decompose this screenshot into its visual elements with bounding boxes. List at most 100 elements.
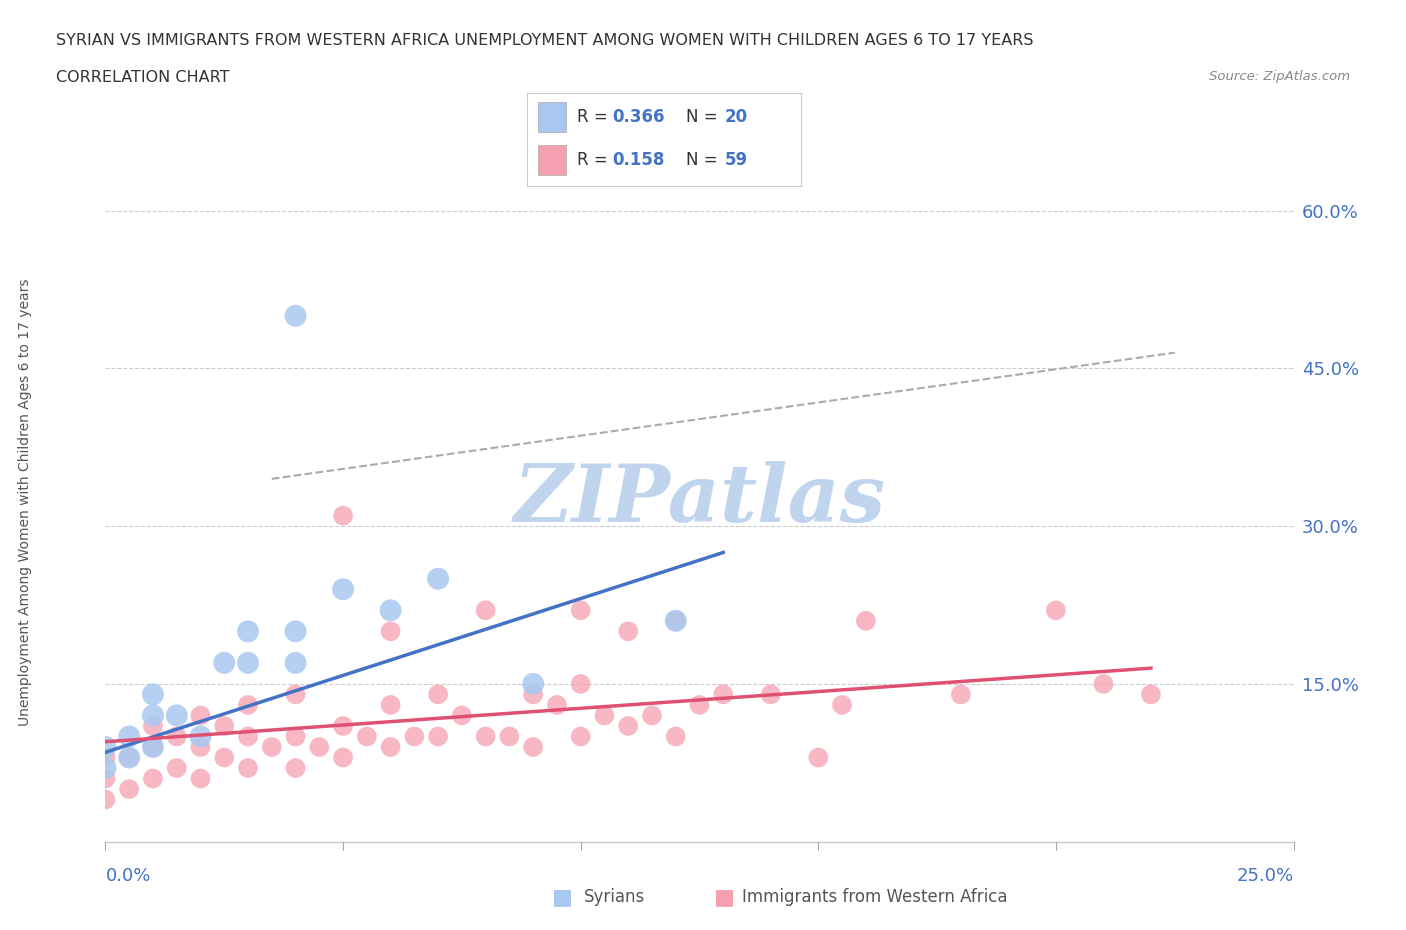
Point <box>831 698 853 712</box>
Text: 20: 20 <box>724 108 748 126</box>
Point <box>569 603 592 618</box>
Point <box>94 792 117 807</box>
Point <box>569 729 592 744</box>
Point <box>142 719 165 734</box>
Point <box>522 739 544 754</box>
Point <box>94 771 117 786</box>
Point <box>284 656 307 671</box>
Text: 0.366: 0.366 <box>612 108 665 126</box>
Text: ■: ■ <box>553 887 572 908</box>
Bar <box>538 102 565 132</box>
Text: Unemployment Among Women with Children Ages 6 to 17 years: Unemployment Among Women with Children A… <box>18 278 32 726</box>
Point <box>236 656 259 671</box>
Point <box>214 656 236 671</box>
Point <box>166 708 188 723</box>
Point <box>1140 687 1163 702</box>
Point <box>236 624 259 639</box>
Point <box>665 614 688 629</box>
Point <box>711 687 734 702</box>
Point <box>380 698 402 712</box>
Point <box>380 624 402 639</box>
Point <box>427 687 450 702</box>
Text: 0.0%: 0.0% <box>105 867 150 885</box>
Point <box>665 614 688 629</box>
Point <box>166 761 188 776</box>
Point <box>308 739 330 754</box>
Text: 0.158: 0.158 <box>612 151 665 169</box>
Point <box>665 729 688 744</box>
Point <box>118 781 141 796</box>
Text: 59: 59 <box>724 151 748 169</box>
Text: R =: R = <box>576 108 613 126</box>
Point <box>118 729 141 744</box>
Point <box>522 687 544 702</box>
Text: 25.0%: 25.0% <box>1236 867 1294 885</box>
Point <box>546 698 568 712</box>
Point <box>427 729 450 744</box>
Point <box>236 761 259 776</box>
Text: SYRIAN VS IMMIGRANTS FROM WESTERN AFRICA UNEMPLOYMENT AMONG WOMEN WITH CHILDREN : SYRIAN VS IMMIGRANTS FROM WESTERN AFRICA… <box>56 33 1033 47</box>
Point <box>807 751 830 765</box>
Point <box>593 708 616 723</box>
Point <box>332 719 354 734</box>
Point <box>190 771 212 786</box>
Point <box>641 708 664 723</box>
Point <box>380 603 402 618</box>
Text: CORRELATION CHART: CORRELATION CHART <box>56 70 229 85</box>
Text: Immigrants from Western Africa: Immigrants from Western Africa <box>742 888 1008 907</box>
Point <box>404 729 426 744</box>
Point <box>949 687 972 702</box>
Bar <box>538 145 565 175</box>
Point <box>522 676 544 691</box>
Point <box>855 614 877 629</box>
Point <box>166 729 188 744</box>
Point <box>142 687 165 702</box>
Point <box>474 729 496 744</box>
Point <box>689 698 711 712</box>
Point <box>214 719 236 734</box>
Text: R =: R = <box>576 151 613 169</box>
Point <box>94 739 117 754</box>
Point <box>142 708 165 723</box>
Text: ■: ■ <box>714 887 734 908</box>
Point <box>94 761 117 776</box>
Point <box>284 761 307 776</box>
Point <box>474 603 496 618</box>
Point <box>356 729 378 744</box>
Point <box>94 751 117 765</box>
Point <box>1092 676 1115 691</box>
Text: N =: N = <box>686 151 723 169</box>
Point <box>118 751 141 765</box>
Text: N =: N = <box>686 108 723 126</box>
Point <box>214 751 236 765</box>
Point <box>1045 603 1067 618</box>
Point <box>380 739 402 754</box>
Point <box>190 708 212 723</box>
Point <box>617 624 640 639</box>
Text: ZIPatlas: ZIPatlas <box>513 461 886 538</box>
Point <box>332 751 354 765</box>
Point <box>450 708 472 723</box>
Point <box>617 719 640 734</box>
Point <box>498 729 520 744</box>
Point <box>142 739 165 754</box>
Point <box>190 739 212 754</box>
Point <box>332 508 354 523</box>
Point <box>284 729 307 744</box>
Point <box>284 687 307 702</box>
Point <box>569 676 592 691</box>
Point <box>284 624 307 639</box>
Point <box>284 309 307 324</box>
Point <box>142 771 165 786</box>
Text: Source: ZipAtlas.com: Source: ZipAtlas.com <box>1209 70 1350 83</box>
Point <box>190 729 212 744</box>
Text: Syrians: Syrians <box>583 888 645 907</box>
Point <box>118 751 141 765</box>
Point <box>332 582 354 597</box>
Point <box>260 739 283 754</box>
Point <box>236 698 259 712</box>
Point <box>236 729 259 744</box>
Point <box>427 571 450 586</box>
Point <box>759 687 782 702</box>
Point <box>142 739 165 754</box>
